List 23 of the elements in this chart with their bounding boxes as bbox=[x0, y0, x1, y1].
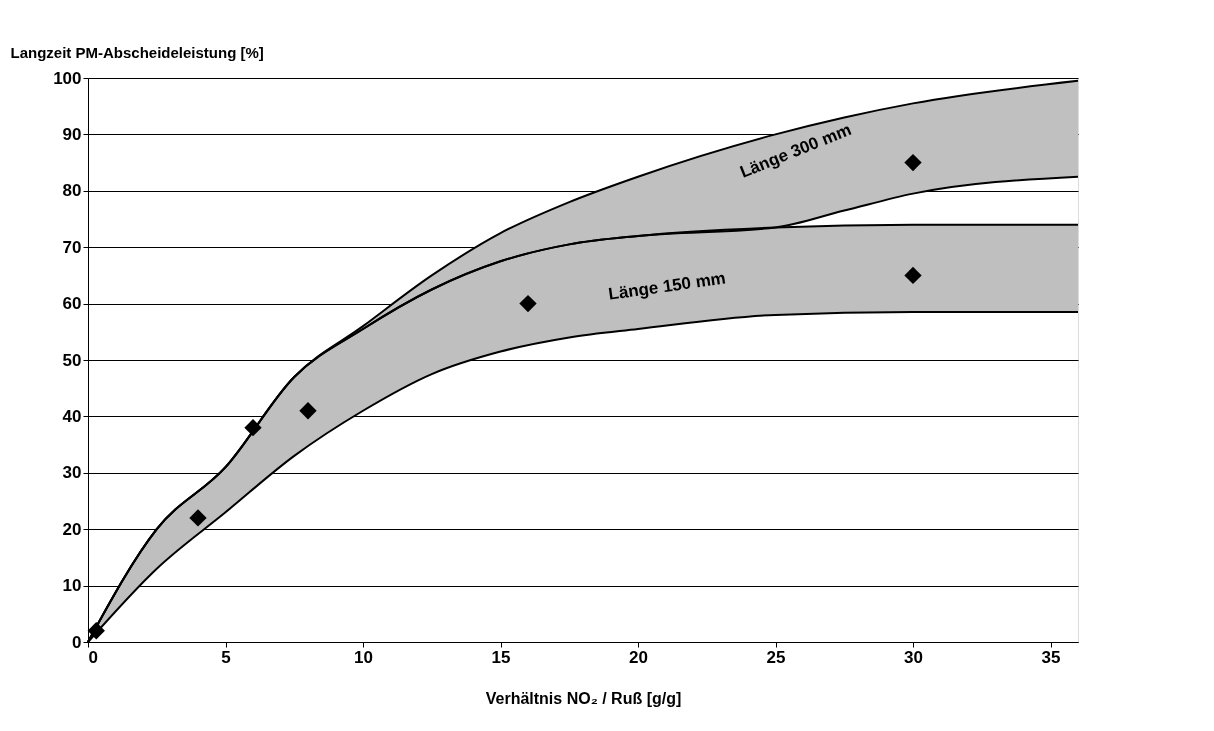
y-tick-label: 70 bbox=[62, 237, 82, 257]
x-tick-label: 10 bbox=[354, 647, 373, 667]
x-tick-label: 20 bbox=[629, 647, 648, 667]
x-tick-label: 15 bbox=[491, 647, 511, 667]
x-axis-title: Verhältnis NO₂ / Ruß [g/g] bbox=[485, 689, 682, 707]
y-tick-label: 20 bbox=[62, 519, 82, 539]
x-tick-label: 5 bbox=[221, 647, 231, 667]
y-tick-label: 90 bbox=[62, 124, 82, 144]
x-tick-label: 35 bbox=[1041, 647, 1061, 667]
y-tick-label: 30 bbox=[62, 463, 82, 483]
x-tick-label: 0 bbox=[88, 647, 98, 667]
y-tick-label: 60 bbox=[62, 294, 82, 314]
y-tick-label: 0 bbox=[72, 632, 82, 652]
x-tick-label: 25 bbox=[766, 647, 786, 667]
annotation: Länge 150 mm bbox=[607, 268, 727, 304]
annotation: Länge 300 mm bbox=[737, 119, 854, 182]
x-tick-label: 30 bbox=[904, 647, 923, 667]
y-tick-label: 10 bbox=[62, 576, 82, 596]
y-tick-label: 50 bbox=[62, 350, 82, 370]
y-tick-label: 40 bbox=[62, 406, 82, 426]
y-tick-label: 100 bbox=[53, 68, 82, 88]
y-axis-title: Langzeit PM-Abscheideleistung [%] bbox=[10, 43, 264, 61]
y-tick-label: 80 bbox=[62, 181, 82, 201]
